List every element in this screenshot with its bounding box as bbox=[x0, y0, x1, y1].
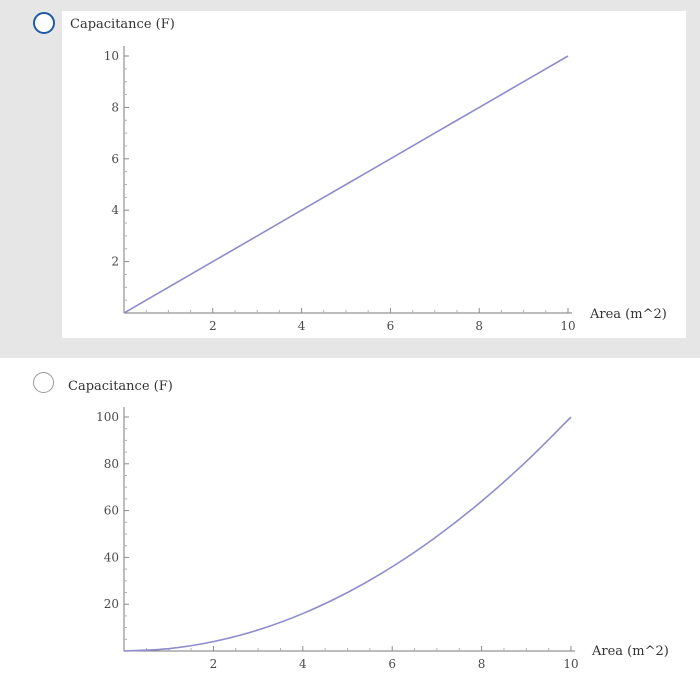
y-tick-label: 60 bbox=[104, 504, 119, 518]
x-axis-title: Area (m^2) bbox=[591, 644, 669, 659]
y-tick-label: 80 bbox=[104, 457, 119, 471]
y-axis-title: Capacitance (F) bbox=[70, 17, 175, 32]
x-tick-label: 2 bbox=[210, 657, 218, 671]
y-tick-label: 4 bbox=[111, 203, 119, 217]
plot-panel-2 bbox=[62, 367, 686, 700]
y-tick-label: 40 bbox=[104, 550, 119, 564]
x-tick-label: 4 bbox=[299, 657, 307, 671]
radio-button-icon[interactable] bbox=[33, 372, 54, 393]
x-tick-label: 8 bbox=[475, 319, 483, 333]
answer-option-2[interactable] bbox=[0, 358, 700, 700]
y-tick-label: 10 bbox=[104, 49, 119, 63]
answer-option-1[interactable] bbox=[0, 0, 700, 358]
x-tick-label: 10 bbox=[563, 657, 578, 671]
x-tick-label: 10 bbox=[560, 319, 575, 333]
plot-panel-1 bbox=[62, 11, 686, 338]
y-tick-label: 8 bbox=[111, 100, 119, 114]
radio-button-icon[interactable] bbox=[33, 12, 55, 34]
x-tick-label: 2 bbox=[209, 319, 217, 333]
x-tick-label: 8 bbox=[478, 657, 486, 671]
y-tick-label: 20 bbox=[104, 597, 119, 611]
x-tick-label: 4 bbox=[298, 319, 306, 333]
x-tick-label: 6 bbox=[387, 319, 395, 333]
series-line bbox=[123, 55, 569, 314]
x-tick-label: 6 bbox=[388, 657, 396, 671]
y-tick-label: 2 bbox=[111, 255, 119, 269]
series-line bbox=[123, 416, 572, 652]
x-axis-title: Area (m^2) bbox=[589, 307, 667, 322]
y-tick-label: 100 bbox=[96, 410, 119, 424]
y-tick-label: 6 bbox=[111, 152, 119, 166]
y-axis-title: Capacitance (F) bbox=[68, 379, 173, 394]
